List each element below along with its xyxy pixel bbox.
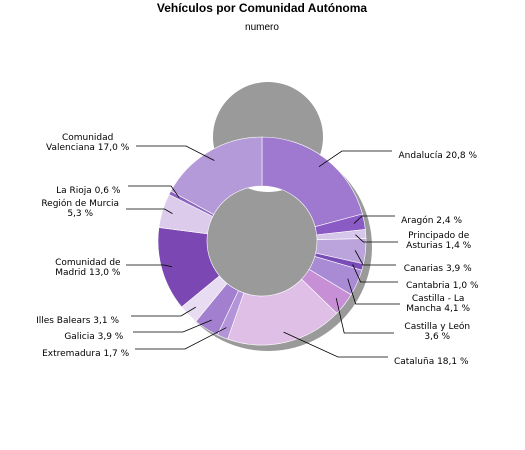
leader-line-castilla-y-leon bbox=[335, 297, 394, 334]
leader-line-comunidad-valenciana bbox=[136, 145, 215, 161]
slice-label-extremadura: Extremadura 1,7 % bbox=[42, 349, 130, 359]
slice-label-galicia: Galicia 3,9 % bbox=[64, 332, 123, 342]
slice-label-castilla-y-leon: Castilla y León 3,6 % bbox=[404, 321, 470, 342]
leader-line-galicia bbox=[133, 319, 212, 333]
leader-line-castilla-la-mancha bbox=[347, 278, 400, 305]
leader-line-andalucia bbox=[318, 150, 392, 168]
leader-line-principado-de-asturias bbox=[355, 234, 398, 243]
slice-label-illes-balears: Illes Balears 3,1 % bbox=[36, 316, 119, 326]
leader-line-cantabria bbox=[352, 264, 398, 283]
slice-label-comunidad-valenciana: Comunidad Valenciana 17,0 % bbox=[46, 133, 130, 153]
leader-line-cataluna bbox=[283, 331, 388, 358]
slice-label-canarias: Canarias 3,9 % bbox=[404, 264, 472, 274]
slice-label-aragon: Aragón 2,4 % bbox=[401, 215, 462, 226]
slice-comunidad-valenciana bbox=[170, 136, 263, 215]
donut-slices bbox=[157, 136, 367, 346]
leader-line-comunidad-de-madrid bbox=[126, 264, 173, 268]
leader-line-illes-balears bbox=[131, 306, 196, 317]
slice-labels: Andalucía 20,8 % Aragón 2,4 % Principado d… bbox=[36, 133, 479, 367]
leader-line-canarias bbox=[354, 250, 396, 266]
slice-label-comunidad-de-madrid: Comunidad de Madrid 13,0 % bbox=[55, 258, 121, 278]
leader-line-la-rioja bbox=[128, 185, 180, 198]
slice-label-castilla-la-mancha: Castilla - La Mancha 4,1 % bbox=[406, 294, 470, 314]
leader-line-aragon bbox=[353, 215, 395, 224]
slice-label-principado-de-asturias: Principado de Asturias 1,4 % bbox=[406, 231, 472, 251]
leader-line-region-de-murcia bbox=[126, 208, 173, 214]
slice-label-cantabria: Cantabria 1,0 % bbox=[406, 281, 479, 291]
slice-label-region-de-murcia: Región de Murcia 5,3 % bbox=[41, 198, 119, 219]
slice-andalucia bbox=[261, 136, 363, 228]
leader-line-extremadura bbox=[135, 327, 227, 350]
slice-label-la-rioja: La Rioja 0,6 % bbox=[56, 186, 121, 196]
slice-label-cataluna: Cataluña 18,1 % bbox=[394, 357, 469, 367]
chart-subtitle: numero bbox=[245, 22, 279, 33]
slice-label-andalucia: Andalucía 20,8 % bbox=[399, 151, 478, 161]
chart-title: Vehículos por Comunidad Autónoma bbox=[157, 1, 368, 15]
